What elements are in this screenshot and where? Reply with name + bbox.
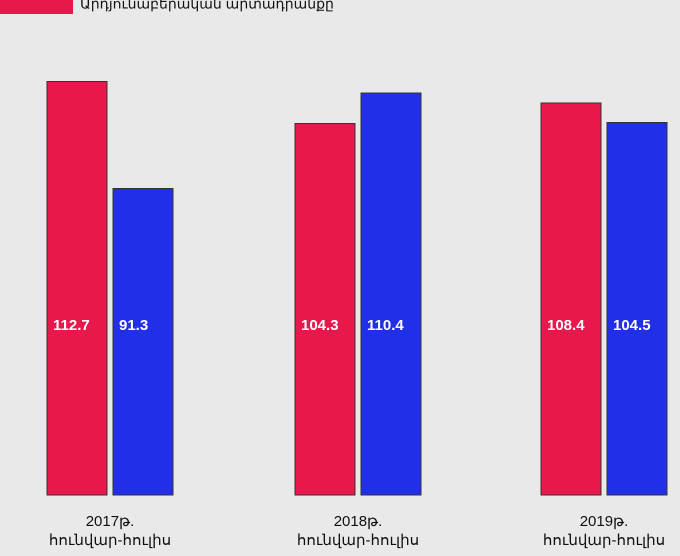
legend-swatch xyxy=(0,0,73,14)
value-label: 104.5 xyxy=(613,317,651,334)
value-label: 108.4 xyxy=(547,317,585,334)
value-label: 91.3 xyxy=(119,317,148,334)
value-label: 110.4 xyxy=(367,317,404,334)
category-label: 2019թ. հունվար-հուլիս xyxy=(542,513,666,549)
category-label: 2018թ. հունվար-հուլիս xyxy=(296,513,420,549)
legend-label: Արդյունաբերական արտադրանքը xyxy=(80,0,334,12)
value-label: 104.3 xyxy=(301,317,339,334)
category-label: 2017թ. հունվար-հուլիս xyxy=(48,513,172,549)
bar xyxy=(606,122,668,496)
bar xyxy=(294,123,356,496)
value-label: 112.7 xyxy=(53,317,90,334)
bar xyxy=(46,81,108,496)
bar xyxy=(112,188,174,496)
bar xyxy=(360,92,422,496)
bar xyxy=(540,102,602,496)
